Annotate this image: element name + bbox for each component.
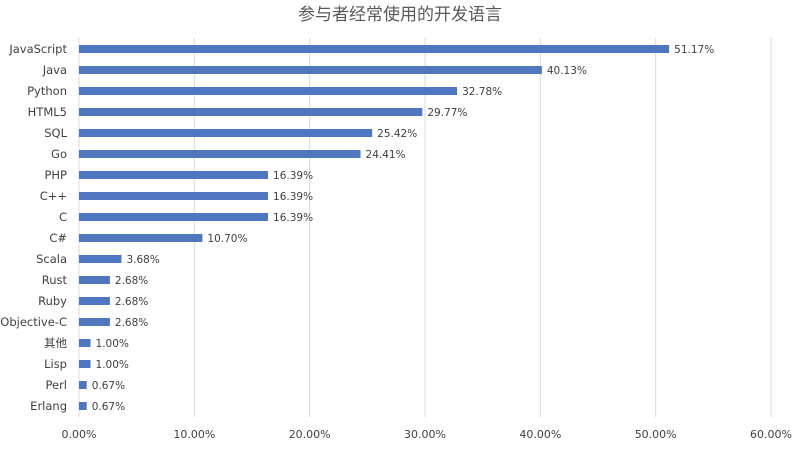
- category-label: SQL: [44, 126, 67, 140]
- bar-Lisp: [79, 360, 91, 368]
- x-tick-label: 10.00%: [173, 428, 215, 441]
- x-tick-label: 60.00%: [750, 428, 792, 441]
- data-label: 32.78%: [462, 86, 502, 98]
- bar-Objective-C: [79, 318, 110, 326]
- data-label: 3.68%: [126, 254, 159, 266]
- x-tick-label: 0.00%: [62, 428, 97, 441]
- bar-Perl: [79, 381, 87, 389]
- data-label: 10.70%: [207, 233, 247, 245]
- category-label: Go: [51, 147, 67, 161]
- category-label: JavaScript: [8, 42, 67, 56]
- x-tick-label: 20.00%: [289, 428, 331, 441]
- data-label: 40.13%: [547, 65, 587, 77]
- data-label: 2.68%: [115, 275, 148, 287]
- data-label: 24.41%: [366, 149, 406, 161]
- bar-其他: [79, 339, 91, 347]
- bar-HTML5: [79, 108, 423, 116]
- category-label: HTML5: [28, 105, 67, 119]
- data-label: 2.68%: [115, 296, 148, 308]
- category-label: C#: [49, 231, 67, 245]
- bar-Python: [79, 87, 458, 95]
- category-label: C: [59, 210, 67, 224]
- category-label: 其他: [44, 336, 67, 350]
- category-label: C++: [40, 189, 67, 203]
- chart-title: 参与者经常使用的开发语言: [298, 4, 502, 25]
- category-label: Lisp: [44, 357, 67, 371]
- category-label: Perl: [45, 378, 67, 392]
- data-label: 2.68%: [115, 317, 148, 329]
- bar-Java: [79, 66, 542, 74]
- category-label: Erlang: [30, 399, 67, 413]
- x-tick-label: 30.00%: [404, 428, 446, 441]
- x-tick-label: 50.00%: [635, 428, 677, 441]
- bar-Scala: [79, 255, 122, 263]
- category-label: Python: [27, 84, 67, 98]
- data-label: 1.00%: [96, 338, 129, 350]
- bar-JavaScript: [79, 45, 670, 53]
- bar-C++: [79, 192, 269, 200]
- data-label: 1.00%: [96, 359, 129, 371]
- data-label: 0.67%: [92, 380, 125, 392]
- category-label: Rust: [42, 273, 68, 287]
- category-label: Java: [42, 63, 67, 77]
- bar-PHP: [79, 171, 269, 179]
- bar-SQL: [79, 129, 373, 137]
- bar-C: [79, 213, 269, 221]
- data-label: 16.39%: [273, 170, 313, 182]
- category-label: PHP: [44, 168, 67, 182]
- data-label: 51.17%: [674, 44, 714, 56]
- category-label: Scala: [36, 252, 67, 266]
- data-label: 29.77%: [427, 107, 467, 119]
- bar-C#: [79, 234, 203, 242]
- data-label: 16.39%: [273, 191, 313, 203]
- bar-Ruby: [79, 297, 110, 305]
- bar-Rust: [79, 276, 110, 284]
- data-label: 0.67%: [92, 401, 125, 413]
- category-label: Objective-C: [0, 315, 67, 329]
- bar-Erlang: [79, 402, 87, 410]
- x-tick-label: 40.00%: [519, 428, 561, 441]
- category-label: Ruby: [38, 294, 67, 308]
- bar-Go: [79, 150, 361, 158]
- data-label: 16.39%: [273, 212, 313, 224]
- data-label: 25.42%: [377, 128, 417, 140]
